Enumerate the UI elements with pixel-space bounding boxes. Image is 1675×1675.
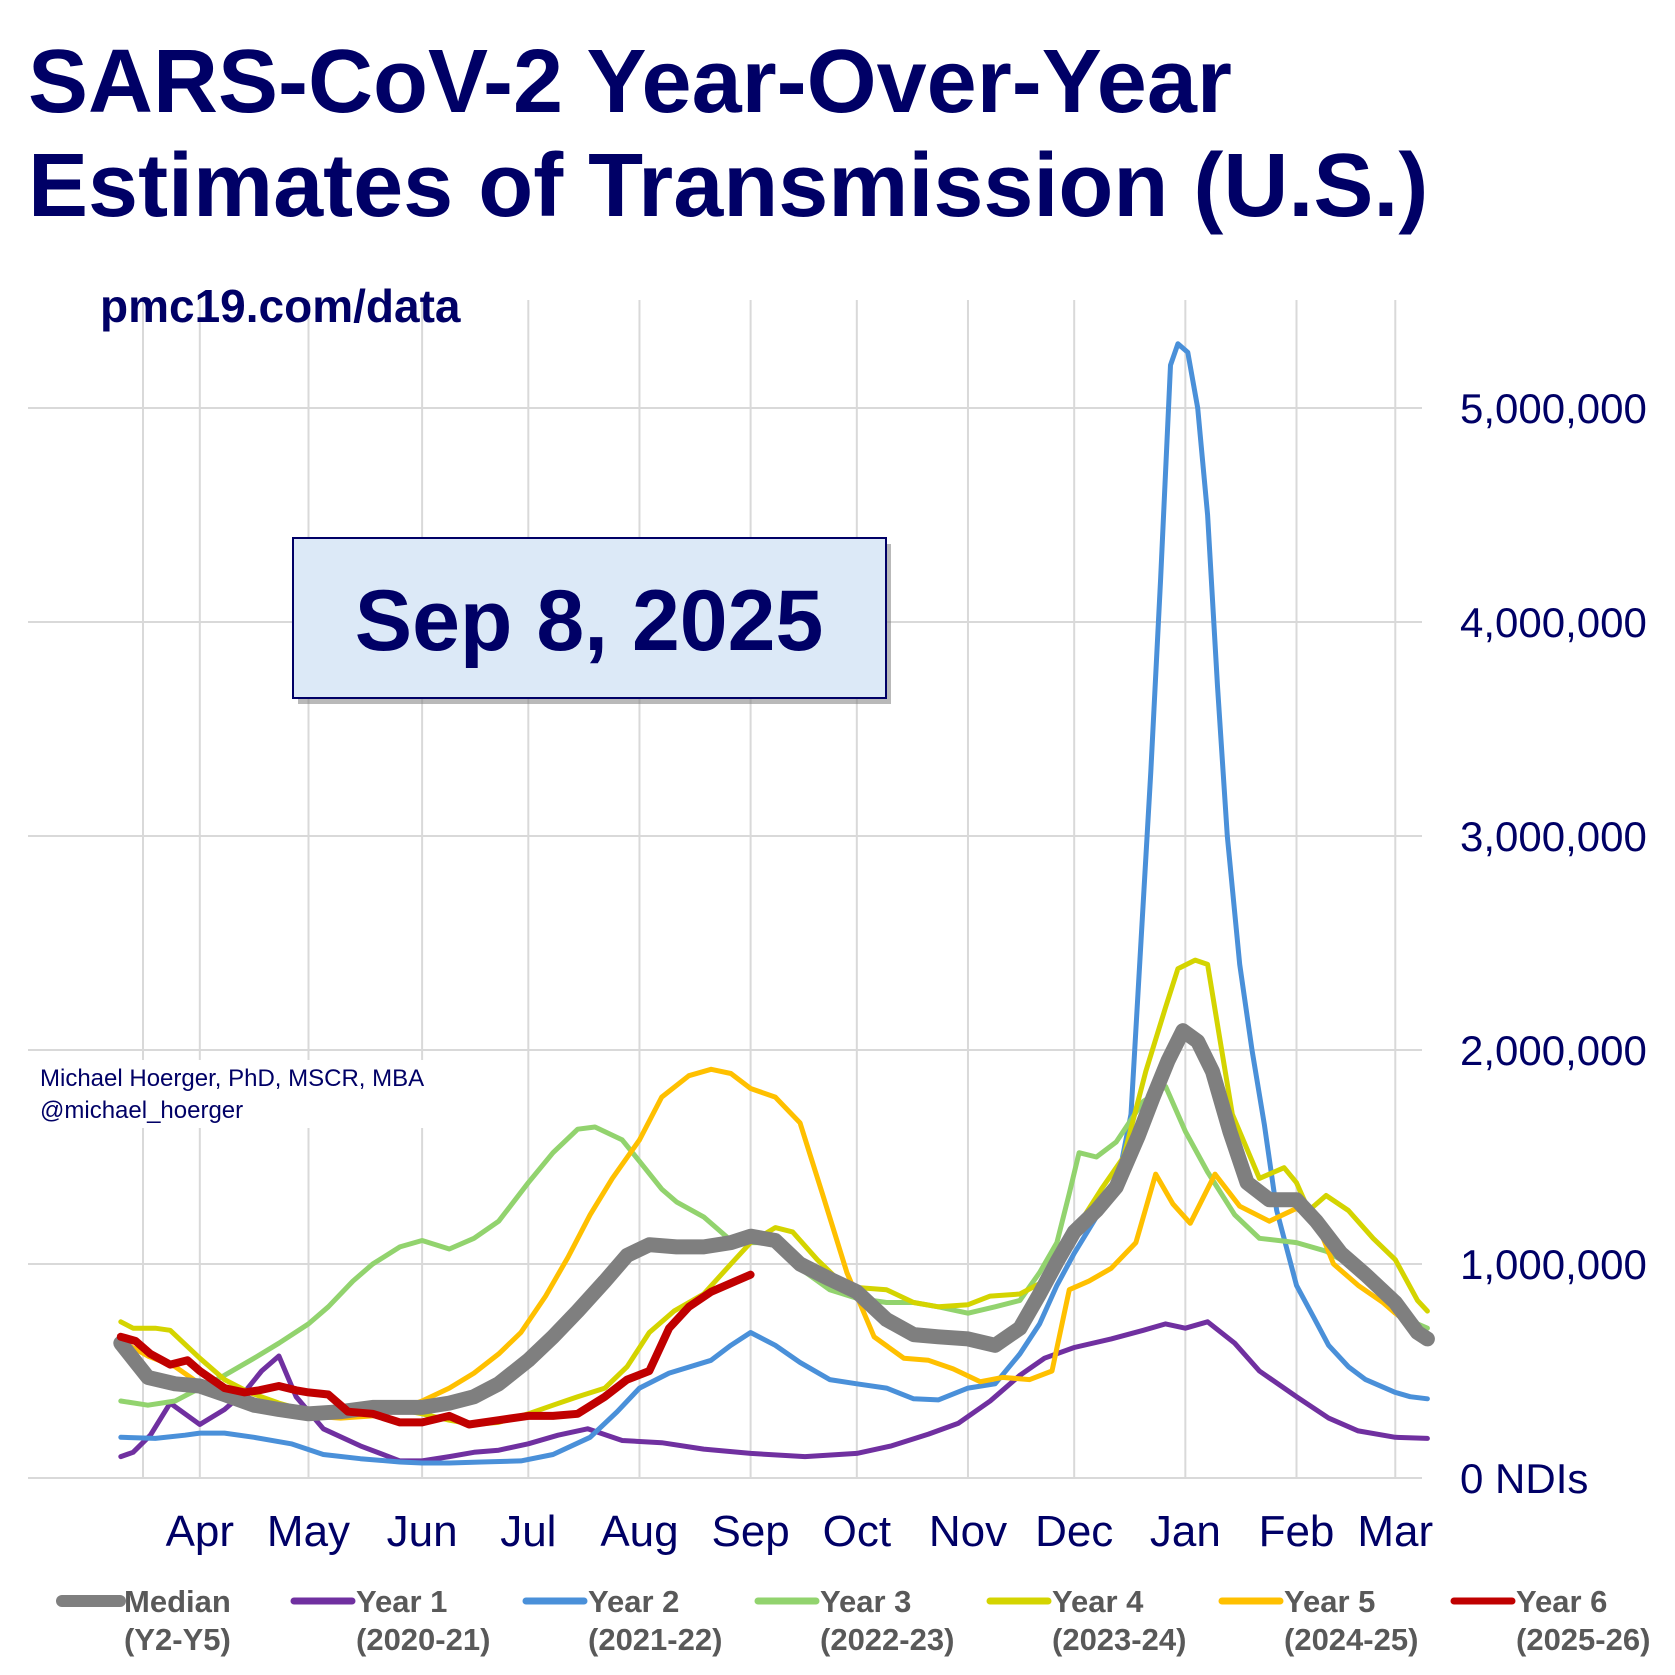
x-tick-label: Aug [600, 1507, 678, 1556]
legend-item-year-1[interactable]: Year 1(2020-21) [290, 1584, 490, 1657]
series-line-year-2 [118, 341, 1430, 1466]
legend-item-year-4[interactable]: Year 4(2023-24) [986, 1584, 1186, 1657]
legend-period: (2022-23) [820, 1622, 954, 1657]
legend-label: Year 5 [1284, 1584, 1375, 1619]
legend-item-year-3[interactable]: Year 3(2022-23) [754, 1584, 954, 1657]
date-label: Sep 8, 2025 [355, 573, 824, 669]
legend-label: Median [124, 1584, 231, 1619]
x-tick-label: Dec [1035, 1507, 1113, 1556]
legend-label: Year 4 [1052, 1584, 1144, 1619]
y-tick-label: 0 NDIs [1460, 1455, 1588, 1502]
legend-period: (2025-26) [1516, 1622, 1650, 1657]
series-line-median [113, 1023, 1435, 1422]
y-axis: 0 NDIs 1,000,000 2,000,000 3,000,000 4,000,0… [1460, 385, 1647, 1502]
y-tick-label: 4,000,000 [1460, 599, 1647, 646]
x-tick-label: Apr [166, 1507, 234, 1556]
author-name: Michael Hoerger, PhD, MSCR, MBA [40, 1065, 424, 1092]
x-tick-label: Sep [711, 1507, 789, 1556]
grid-lines [28, 300, 1422, 1479]
x-tick-label: Feb [1259, 1507, 1335, 1556]
series-line-year-6 [116, 1270, 755, 1429]
y-tick-label: 1,000,000 [1460, 1241, 1647, 1288]
y-tick-label: 3,000,000 [1460, 813, 1647, 860]
legend-label: Year 3 [820, 1584, 911, 1619]
x-tick-label: May [267, 1507, 350, 1556]
legend-period: (Y2-Y5) [124, 1622, 231, 1657]
legend-item-year-2[interactable]: Year 2(2021-22) [522, 1584, 722, 1657]
legend-label: Year 1 [356, 1584, 447, 1619]
x-axis: Apr May Jun Jul Aug Sep Oct Nov Dec Jan Feb Mar [166, 1507, 1434, 1556]
x-tick-label: Oct [823, 1507, 891, 1556]
chart-title-line-1: SARS-CoV-2 Year-Over-Year [28, 32, 1232, 132]
series-lines [113, 341, 1435, 1466]
y-tick-label: 5,000,000 [1460, 385, 1647, 432]
chart-title: SARS-CoV-2 Year-Over-Year Estimates of T… [28, 30, 1648, 238]
legend-label: Year 6 [1516, 1584, 1607, 1619]
date-box-frame [292, 537, 887, 699]
x-tick-label: Jun [387, 1507, 458, 1556]
source-url[interactable]: pmc19.com/data [100, 280, 461, 332]
author-backdrop [36, 1060, 456, 1128]
chart-title-line-2: Estimates of Transmission (U.S.) [28, 136, 1429, 236]
legend-label: Year 2 [588, 1584, 679, 1619]
x-tick-label: Nov [929, 1507, 1007, 1556]
x-tick-label: Jan [1150, 1507, 1221, 1556]
x-tick-label: Jul [500, 1507, 556, 1556]
series-line-year-1 [118, 1319, 1430, 1464]
x-tick-label: Mar [1357, 1507, 1433, 1556]
y-tick-label: 2,000,000 [1460, 1027, 1647, 1074]
date-box: Sep 8, 2025 [292, 537, 891, 704]
legend-period: (2020-21) [356, 1622, 490, 1657]
legend-item-year-6[interactable]: Year 6(2025-26) [1450, 1584, 1650, 1657]
legend-item-year-5[interactable]: Year 5(2024-25) [1218, 1584, 1418, 1657]
legend-period: (2024-25) [1284, 1622, 1418, 1657]
legend-period: (2023-24) [1052, 1622, 1186, 1657]
author-handle: @michael_hoerger [40, 1097, 243, 1124]
legend: Median(Y2-Y5) Year 1(2020-21) Year 2(2021-… [56, 1584, 1650, 1657]
legend-period: (2021-22) [588, 1622, 722, 1657]
legend-item-median[interactable]: Median(Y2-Y5) [56, 1584, 231, 1657]
